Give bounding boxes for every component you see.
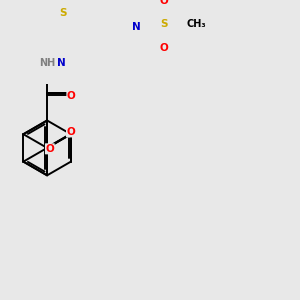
Text: N: N: [57, 58, 65, 68]
Text: NH: NH: [39, 58, 55, 68]
Text: O: O: [46, 144, 54, 154]
Text: S: S: [59, 8, 67, 18]
Text: O: O: [160, 0, 169, 6]
Text: O: O: [67, 127, 75, 137]
Text: O: O: [67, 91, 76, 101]
Text: N: N: [133, 22, 141, 32]
Text: S: S: [160, 20, 168, 29]
Text: O: O: [160, 43, 169, 52]
Text: CH₃: CH₃: [187, 20, 206, 29]
